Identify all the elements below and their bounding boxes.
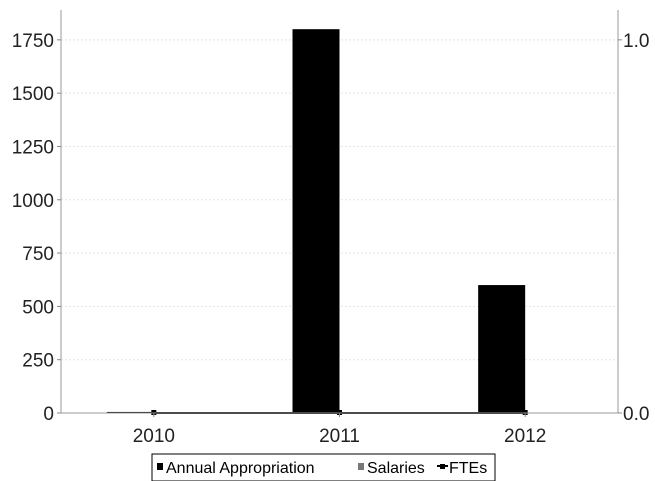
bar-annual-appropriation [106, 411, 154, 413]
left-axis-tick-label: 1500 [12, 84, 54, 105]
legend-label-annual-appropriation: Annual Appropriation [166, 460, 315, 477]
x-axis-tick-label: 2012 [504, 426, 546, 447]
bars-layer [106, 29, 526, 413]
x-axis-tick-label: 2011 [319, 426, 360, 447]
left-axis-tick-label: 1750 [12, 31, 54, 52]
right-axis-tick-label: 1.0 [623, 31, 649, 52]
left-axis-tick-label: 750 [22, 244, 54, 265]
legend-box [151, 453, 496, 481]
left-axis-tick-label: 1000 [12, 191, 54, 212]
left-axis-ticks: 0 250 500 750 1000 1250 1500 1750 [12, 31, 61, 425]
legend-swatch-salaries [358, 463, 364, 470]
grid-layer [61, 39, 618, 361]
bar-annual-appropriation [292, 29, 340, 413]
legend-swatch-ftes-marker [440, 464, 445, 469]
left-axis-tick-label: 250 [22, 351, 54, 372]
bar-annual-appropriation [478, 285, 526, 413]
right-axis-ticks: 0.0 1.0 [618, 31, 649, 425]
legend-label-salaries: Salaries [367, 460, 425, 477]
left-axis-tick-label: 0 [43, 404, 54, 425]
right-axis-tick-label: 0.0 [623, 404, 649, 425]
left-axis-tick-label: 500 [22, 297, 54, 318]
x-axis-tick-label: 2010 [133, 426, 175, 447]
left-axis-tick-label: 1250 [12, 137, 54, 158]
legend: Annual Appropriation Salaries FTEs [151, 453, 496, 481]
x-axis-ticks: 2010 2011 2012 [133, 413, 546, 447]
legend-swatch-annual-appropriation [157, 463, 163, 470]
legend-label-ftes: FTEs [449, 460, 487, 477]
